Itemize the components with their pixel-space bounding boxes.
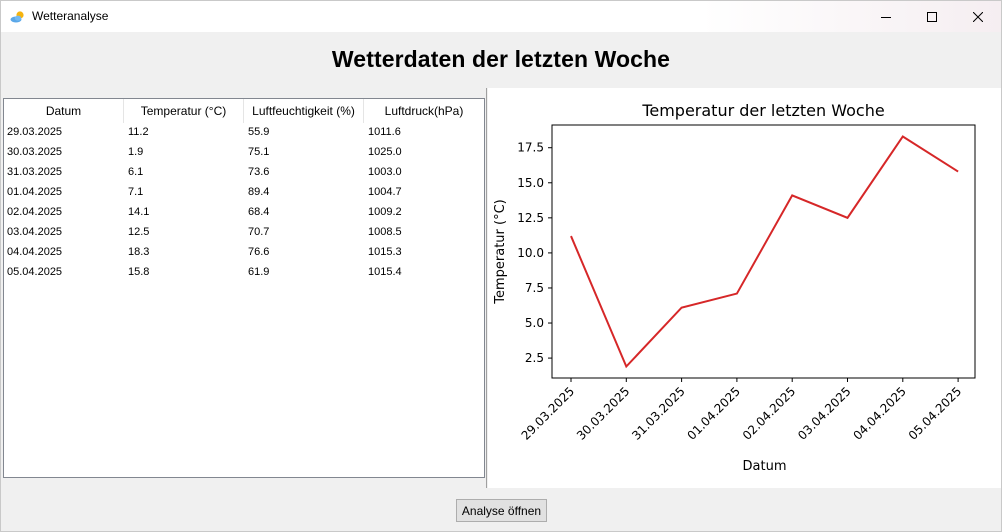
y-tick-label: 5.0	[525, 316, 544, 330]
maximize-icon	[927, 11, 937, 22]
cell-datum: 01.04.2025	[7, 186, 63, 198]
cell-luftfeuchtigkeit: 61.9	[248, 266, 270, 278]
temperature-chart: Temperatur der letzten Woche 2.5 5.0 7.5 10.…	[493, 101, 976, 474]
cell-datum: 05.04.2025	[7, 266, 63, 278]
cell-datum: 29.03.2025	[7, 126, 63, 138]
cell-temperatur: 11.2	[128, 126, 149, 138]
table-row[interactable]: 04.04.2025 18.3 76.6 1015.3	[4, 242, 484, 262]
chart-title: Temperatur der letzten Woche	[641, 101, 884, 120]
x-tick-label: 04.04.2025	[850, 384, 908, 442]
table-header: Datum Temperatur (°C) Luftfeuchtigkeit (…	[4, 99, 484, 123]
cell-luftfeuchtigkeit: 68.4	[248, 206, 270, 218]
minimize-button[interactable]	[863, 1, 909, 32]
y-tick-label: 2.5	[525, 351, 544, 365]
cell-temperatur: 7.1	[128, 186, 144, 198]
cell-luftdruck: 1015.4	[368, 266, 402, 278]
page-title: Wetterdaten der letzten Woche	[331, 46, 671, 72]
y-tick-label: 10.0	[517, 246, 544, 260]
page-header: Wetterdaten der letzten Woche	[1, 32, 1001, 87]
series-line-temperatur	[570, 135, 959, 369]
window-title: Wetteranalyse	[32, 9, 109, 23]
analyse-open-button[interactable]: Analyse öffnen	[456, 499, 547, 522]
close-button[interactable]	[955, 1, 1001, 32]
y-tick-label: 15.0	[517, 176, 544, 190]
x-tick-label: 02.04.2025	[740, 384, 798, 442]
cell-luftdruck: 1004.7	[368, 186, 402, 198]
cell-luftdruck: 1003.0	[368, 166, 402, 178]
maximize-button[interactable]	[909, 1, 955, 32]
cell-temperatur: 1.9	[128, 146, 144, 158]
table-row[interactable]: 03.04.2025 12.5 70.7 1008.5	[4, 222, 484, 242]
cell-luftdruck: 1025.0	[368, 146, 402, 158]
cell-temperatur: 18.3	[128, 246, 150, 258]
y-axis-label: Temperatur (°C)	[493, 199, 508, 305]
cell-luftdruck: 1009.2	[368, 206, 402, 218]
table-row[interactable]: 02.04.2025 14.1 68.4 1009.2	[4, 202, 484, 222]
x-tick-label: 31.03.2025	[629, 384, 687, 442]
column-header-luftfeuchtigkeit[interactable]: Luftfeuchtigkeit (%)	[244, 99, 364, 123]
y-tick-label: 12.5	[517, 211, 544, 225]
cell-luftdruck: 1015.3	[368, 246, 402, 258]
x-tick-label: 29.03.2025	[519, 384, 577, 442]
cell-datum: 02.04.2025	[7, 206, 63, 218]
cell-luftfeuchtigkeit: 76.6	[248, 246, 270, 258]
cell-luftfeuchtigkeit: 55.9	[248, 126, 270, 138]
x-tick-label: 30.03.2025	[574, 384, 632, 442]
table-row[interactable]: 05.04.2025 15.8 61.9 1015.4	[4, 262, 484, 282]
column-header-luftdruck[interactable]: Luftdruck(hPa)	[384, 104, 464, 118]
y-tick-label: 7.5	[525, 281, 544, 295]
table-row[interactable]: 29.03.2025 11.2 55.9 1011.6	[4, 122, 484, 142]
cell-luftdruck: 1008.5	[368, 226, 402, 238]
cell-temperatur: 15.8	[128, 266, 150, 278]
weather-icon	[10, 9, 26, 23]
cell-luftfeuchtigkeit: 89.4	[248, 186, 270, 198]
column-header-datum[interactable]: Datum	[4, 99, 124, 123]
table-row[interactable]: 31.03.2025 6.1 73.6 1003.0	[4, 162, 484, 182]
cell-luftfeuchtigkeit: 75.1	[248, 146, 270, 158]
cell-datum: 30.03.2025	[7, 146, 63, 158]
cell-datum: 04.04.2025	[7, 246, 63, 258]
cell-datum: 03.04.2025	[7, 226, 63, 238]
cell-datum: 31.03.2025	[7, 166, 63, 178]
plot-frame	[551, 124, 976, 379]
weather-table[interactable]: Datum Temperatur (°C) Luftfeuchtigkeit (…	[3, 98, 485, 478]
table-row[interactable]: 30.03.2025 1.9 75.1 1025.0	[4, 142, 484, 162]
cell-luftfeuchtigkeit: 70.7	[248, 226, 270, 238]
x-tick-label: 01.04.2025	[685, 384, 743, 442]
cell-luftfeuchtigkeit: 73.6	[248, 166, 270, 178]
x-tick-label: 03.04.2025	[795, 384, 853, 442]
table-row[interactable]: 01.04.2025 7.1 89.4 1004.7	[4, 182, 484, 202]
column-header-temperatur[interactable]: Temperatur (°C)	[124, 99, 244, 123]
cell-temperatur: 12.5	[128, 226, 150, 238]
x-axis-label: Datum	[743, 459, 787, 474]
x-tick-label: 05.04.2025	[906, 384, 964, 442]
cell-temperatur: 6.1	[128, 166, 144, 178]
pane-divider[interactable]	[486, 88, 487, 488]
chart-panel: Temperatur der letzten Woche 2.5 5.0 7.5 10.…	[488, 88, 1001, 488]
cell-luftdruck: 1011.6	[368, 126, 401, 138]
title-bar[interactable]: Wetteranalyse	[1, 1, 1001, 32]
y-tick-label: 17.5	[517, 141, 544, 155]
close-icon	[973, 11, 983, 22]
cell-temperatur: 14.1	[128, 206, 150, 218]
minimize-icon	[881, 12, 891, 22]
